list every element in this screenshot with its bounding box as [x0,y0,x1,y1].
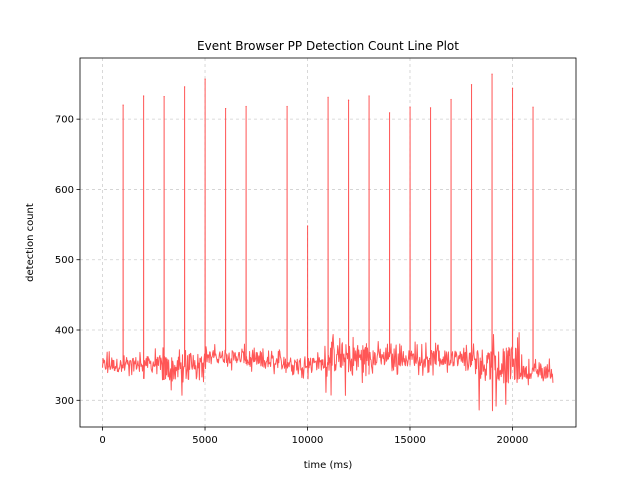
y-tick-label: 300 [55,396,74,407]
spike-peak-point [409,106,411,108]
x-tick-label: 0 [99,435,105,446]
spike-peak-point [204,78,206,80]
spike-peak-point [347,99,350,101]
data-layer [102,73,554,412]
spike-peak-point [511,87,514,89]
y-tick-label: 600 [55,185,74,196]
y-tick-label: 500 [55,255,74,266]
spike-peak-point [450,98,452,101]
series-line [102,73,554,412]
spike-peak-point [532,106,534,108]
spike-peak-point [429,107,432,109]
spike-peak-point [388,112,391,114]
y-tick-label: 700 [55,115,74,126]
spike-peak-point [184,86,186,88]
x-tick-label: 15000 [394,435,426,446]
plot-frame [79,57,577,428]
y-tick-label: 400 [55,326,74,337]
spike-peak-point [491,73,493,75]
x-axis-label: time (ms) [304,460,353,471]
spike-peak-point [122,104,124,106]
ticks-layer: 0 5000 10000 15000 20000 300 400 500 600 700 [55,115,528,446]
spike-peak-point [245,105,247,108]
spike-peak-point [225,108,227,110]
chart-title: Event Browser PP Detection Count Line Pl… [197,39,459,53]
spike-peak-point [306,225,309,227]
spike-peak-point [143,95,145,97]
spike-peak-point [470,84,473,86]
x-tick-label: 5000 [192,435,217,446]
y-axis-label: detection count [25,203,36,282]
x-tick-label: 10000 [292,435,324,446]
spike-peak-point [286,105,288,108]
spike-peak-point [368,95,370,97]
spike-peak-point [327,96,329,98]
x-tick-label: 20000 [497,435,529,446]
spike-peak-point [163,96,165,98]
